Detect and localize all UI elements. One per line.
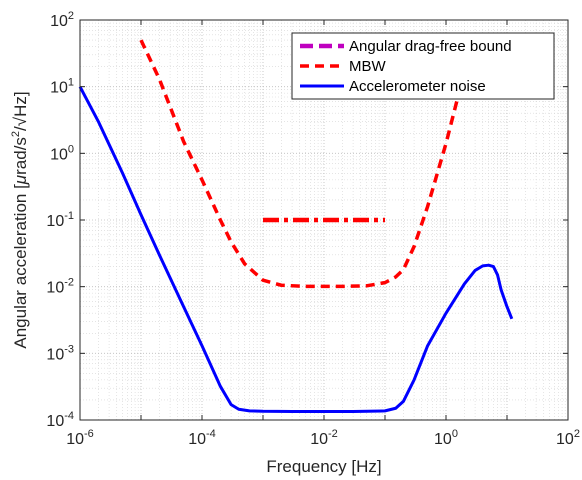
series-layer (78, 39, 514, 414)
y-tick-label: 10-2 (46, 277, 74, 297)
y-tick-label: 102 (50, 10, 74, 30)
y-axis-label: Angular acceleration [μrad/s2/√Hz] (10, 91, 30, 348)
series-line-3 (78, 85, 514, 414)
x-tick-labels: 10-6 10-4 10-2 100 102 (66, 428, 580, 448)
y-tick-label: 101 (50, 77, 74, 97)
y-axis-label-superscript: 2 (10, 131, 22, 137)
y-axis-label-part-1: Angular acceleration [ (11, 184, 30, 349)
legend-label-2: MBW (349, 58, 387, 75)
y-tick-label: 10-4 (46, 410, 74, 430)
tick-marks (79, 19, 569, 421)
x-tick-label: 10-2 (310, 428, 338, 448)
legend-label-3: Accelerometer noise (349, 78, 486, 95)
y-axis-label-mu: μ (11, 174, 30, 185)
y-tick-label: 100 (50, 143, 74, 163)
y-axis-label-part-2: rad/s (11, 137, 30, 175)
y-tick-label: 10-1 (46, 210, 74, 230)
x-tick-label: 102 (556, 428, 580, 448)
x-tick-label: 10-6 (66, 428, 94, 448)
y-tick-labels: 10-4 10-3 10-2 10-1 100 101 102 (46, 10, 74, 430)
x-tick-label: 10-4 (188, 428, 216, 448)
y-axis-label-part-3: /√Hz] (11, 91, 30, 131)
series-line-2 (139, 39, 459, 289)
legend-label-1: Angular drag-free bound (349, 38, 512, 55)
legend: Angular drag-free bound MBW Accelerometer … (291, 32, 555, 100)
x-axis-label: Frequency [Hz] (266, 457, 381, 476)
x-tick-label: 100 (434, 428, 458, 448)
y-tick-label: 10-3 (46, 343, 74, 363)
